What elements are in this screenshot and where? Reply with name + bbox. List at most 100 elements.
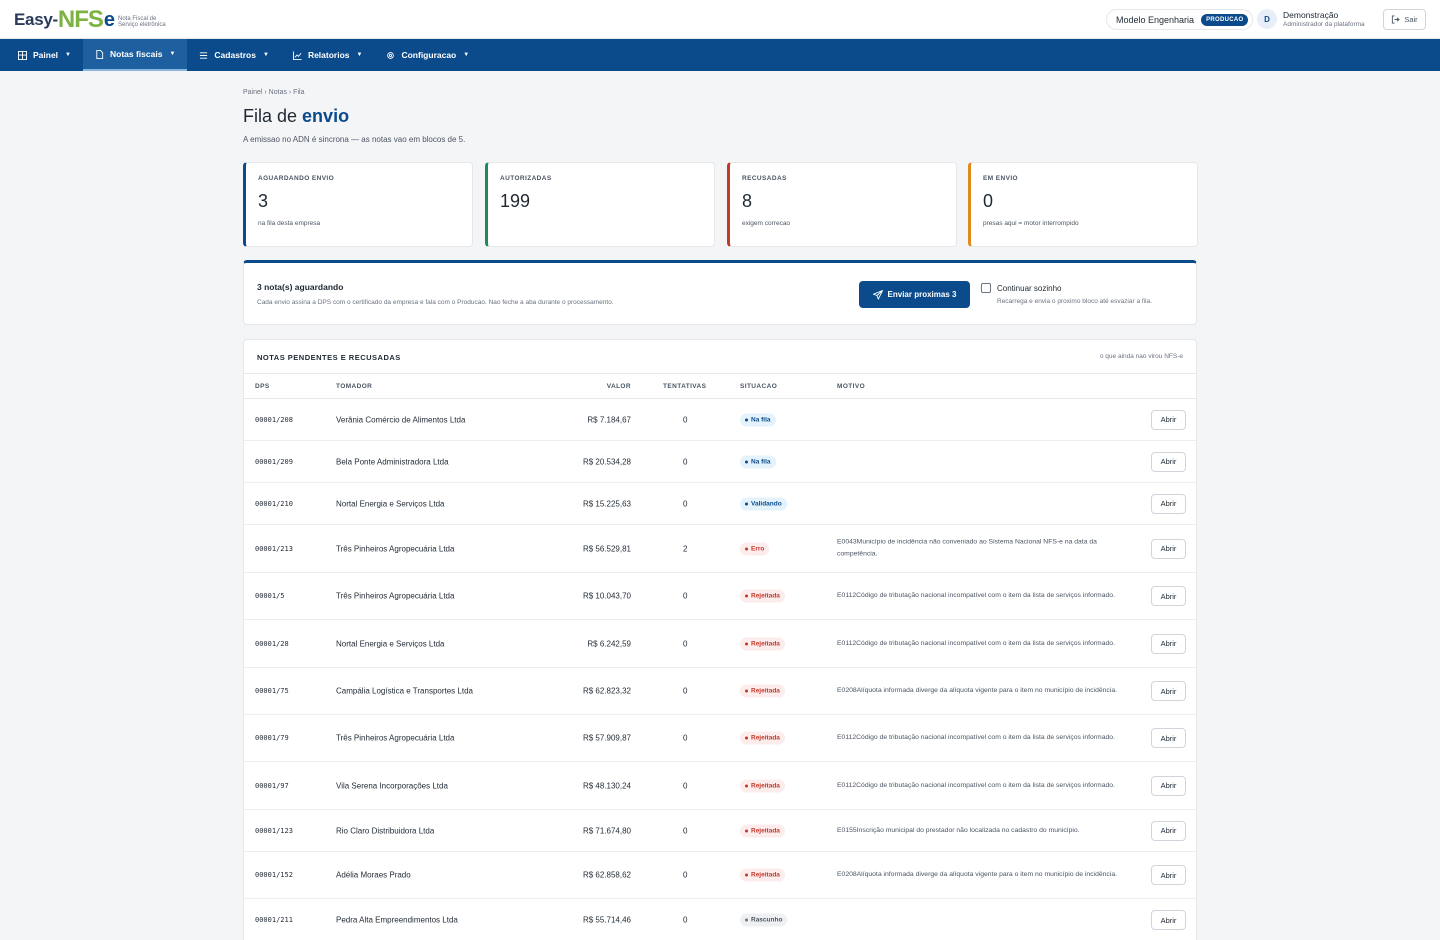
open-button[interactable]: Abrir [1151, 538, 1186, 559]
continue-alone-label[interactable]: Continuar sozinho [997, 284, 1062, 293]
table-row: 00001/97 Vila Serena Incorporações Ltda R$… [244, 762, 1196, 810]
logout-label: Sair [1404, 15, 1418, 24]
continue-alone-checkbox[interactable] [981, 283, 991, 293]
status-label: Rascunho [751, 916, 783, 924]
situacao-cell: Na fila [740, 455, 776, 468]
logo-text-easy: Easy- [14, 10, 58, 29]
avatar[interactable]: D [1257, 9, 1277, 29]
tomador-cell: Campália Logística e Transportes Ltda [336, 686, 473, 696]
dps-cell: 00001/210 [255, 499, 293, 508]
send-action-card: 3 nota(s) aguardando Cada envio assina a… [243, 260, 1197, 325]
motivo-cell: E0112Código de tributação nacional incom… [837, 733, 1115, 741]
nav-notas-fiscais[interactable]: Notas fiscais ▼ [83, 39, 188, 71]
app-logo[interactable]: Easy- NFS e Nota Fiscal de Serviço eletrôn… [14, 6, 168, 32]
open-button[interactable]: Abrir [1151, 820, 1186, 841]
table-row: 00001/123 Rio Claro Distribuidora Ltda R$ … [244, 810, 1196, 852]
dps-cell: 00001/5 [255, 592, 285, 600]
logout-button[interactable]: Sair [1383, 9, 1426, 30]
pending-description: Cada envio assina a DPS com o certificad… [257, 299, 614, 306]
open-button[interactable]: Abrir [1151, 409, 1186, 430]
status-badge: Validando [740, 497, 787, 510]
valor-cell: R$ 56.529,81 [582, 544, 631, 553]
tentativas-cell: 0 [683, 915, 688, 925]
nav-label: Relatorios [307, 50, 350, 60]
stat-card-recusadas: RECUSADAS 8 exigem correcao [727, 162, 957, 247]
company-selector[interactable]: Modelo Engenharia PRODUCAO [1106, 9, 1254, 30]
status-label: Rejeitada [751, 871, 780, 879]
situacao-cell: Rascunho [740, 913, 788, 927]
situacao-cell: Rejeitada [740, 731, 785, 745]
nav-painel[interactable]: Painel ▼ [0, 39, 83, 71]
stat-note: presas aqui = motor interrompido [983, 220, 1079, 227]
open-button[interactable]: Abrir [1151, 681, 1186, 701]
status-badge: Rejeitada [740, 779, 785, 792]
nav-label: Notas fiscais [110, 49, 163, 59]
status-badge: Rejeitada [740, 589, 785, 603]
send-next-button[interactable]: Enviar proximas 3 [859, 281, 970, 308]
open-button[interactable]: Abrir [1151, 493, 1186, 514]
tomador-cell: Verânia Comércio de Alimentos Ltda [336, 415, 466, 424]
valor-cell: R$ 10.043,70 [582, 591, 631, 601]
document-icon [96, 49, 104, 59]
dps-cell: 00001/123 [255, 826, 293, 835]
status-dot-icon [745, 873, 748, 877]
user-info: Demonstração Administrador da plataforma [1283, 10, 1365, 29]
dps-cell: 00001/211 [255, 916, 293, 924]
status-dot-icon [745, 502, 748, 505]
nav-configuracao[interactable]: Configuracao ▼ [374, 39, 481, 71]
column-header-motivo: MOTIVO [837, 383, 866, 390]
motivo-cell: E0208Alíquota informada diverge da alíqu… [837, 870, 1117, 878]
stat-note: exigem correcao [742, 220, 791, 227]
dps-cell: 00001/97 [255, 781, 289, 790]
breadcrumb[interactable]: Painel › Notas › Fila [243, 89, 305, 96]
status-badge: Rascunho [740, 913, 788, 927]
stat-label: AUTORIZADAS [500, 175, 552, 182]
open-button[interactable]: Abrir [1151, 775, 1186, 796]
status-badge: Rejeitada [740, 637, 785, 650]
company-name: Modelo Engenharia [1116, 14, 1195, 25]
open-button[interactable]: Abrir [1151, 910, 1186, 930]
chevron-down-icon: ▼ [65, 52, 71, 58]
status-dot-icon [745, 460, 748, 463]
pending-notes-table-card: NOTAS PENDENTES E RECUSADAS o que ainda … [243, 339, 1197, 940]
open-button[interactable]: Abrir [1151, 586, 1186, 606]
open-button[interactable]: Abrir [1151, 728, 1186, 748]
stat-label: RECUSADAS [742, 175, 787, 182]
gear-icon [387, 51, 395, 59]
nav-label: Cadastros [214, 50, 256, 60]
valor-cell: R$ 62.823,32 [582, 686, 631, 696]
nav-label: Configuracao [401, 50, 457, 60]
tomador-cell: Bela Ponte Administradora Ltda [336, 457, 449, 466]
continue-alone-description: Recarrega e envia o proximo bloco até es… [997, 298, 1152, 305]
list-icon [200, 51, 208, 59]
tentativas-cell: 0 [683, 826, 688, 835]
status-badge: Rejeitada [740, 731, 785, 745]
open-button[interactable]: Abrir [1151, 633, 1186, 654]
open-button[interactable]: Abrir [1151, 451, 1186, 472]
status-dot-icon [745, 418, 748, 421]
environment-badge: PRODUCAO [1201, 13, 1249, 26]
tentativas-cell: 0 [683, 415, 688, 424]
status-label: Rejeitada [751, 734, 780, 742]
nav-cadastros[interactable]: Cadastros ▼ [187, 39, 281, 71]
motivo-cell: E0112Código de tributação nacional incom… [837, 639, 1115, 647]
situacao-cell: Erro [740, 542, 770, 555]
tentativas-cell: 2 [683, 544, 688, 553]
nav-relatorios[interactable]: Relatorios ▼ [281, 39, 375, 71]
open-button[interactable]: Abrir [1151, 865, 1186, 885]
table-header: DPS TOMADOR VALOR TENTATIVAS SITUACAO MO… [244, 373, 1196, 399]
dps-cell: 00001/75 [255, 687, 289, 695]
status-dot-icon [745, 547, 748, 550]
table-row: 00001/211 Pedra Alta Empreendimentos Ltda… [244, 899, 1196, 940]
top-header: Easy- NFS e Nota Fiscal de Serviço eletrôn… [0, 0, 1440, 39]
motivo-cell: E0208Alíquota informada diverge da alíqu… [837, 686, 1117, 694]
status-dot-icon [745, 594, 748, 598]
motivo-cell: E0155Inscrição municipal do prestador nã… [837, 826, 1080, 834]
table-row: 00001/209 Bela Ponte Administradora Ltda R… [244, 441, 1196, 483]
status-dot-icon [745, 642, 748, 645]
status-badge: Erro [740, 542, 770, 555]
status-dot-icon [745, 784, 748, 787]
logo-text-nfs: NFS [57, 6, 104, 33]
logo-subtitle: Nota Fiscal de Serviço eletrônica [118, 16, 166, 28]
table-row: 00001/213 Três Pinheiros Agropecuária Ltd… [244, 525, 1196, 573]
